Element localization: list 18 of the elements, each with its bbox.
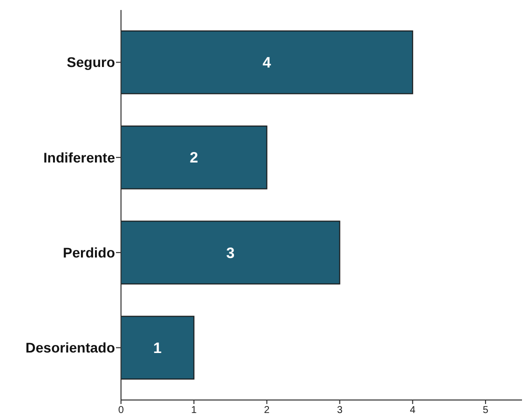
bar bbox=[120, 220, 340, 284]
data-label: 1 bbox=[153, 340, 162, 357]
y-tick-label: Desorientado bbox=[26, 340, 115, 356]
y-tick-label: Indiferente bbox=[43, 149, 116, 166]
x-tick-label: 3 bbox=[336, 405, 343, 416]
data-label: 4 bbox=[262, 54, 272, 72]
x-tick-label: 4 bbox=[410, 405, 416, 416]
bar bbox=[120, 30, 414, 94]
y-tick-label: Perdido bbox=[62, 244, 115, 260]
x-tick-label: 1 bbox=[191, 405, 198, 416]
x-tick-label: 2 bbox=[264, 405, 270, 416]
x-tick-label: 5 bbox=[482, 405, 489, 416]
data-label: 3 bbox=[226, 244, 235, 262]
y-tick-label: Seguro bbox=[66, 54, 115, 70]
data-label: 2 bbox=[190, 150, 198, 167]
bar bbox=[120, 126, 268, 190]
bar bbox=[120, 316, 194, 380]
x-tick-label: 0 bbox=[118, 405, 124, 416]
